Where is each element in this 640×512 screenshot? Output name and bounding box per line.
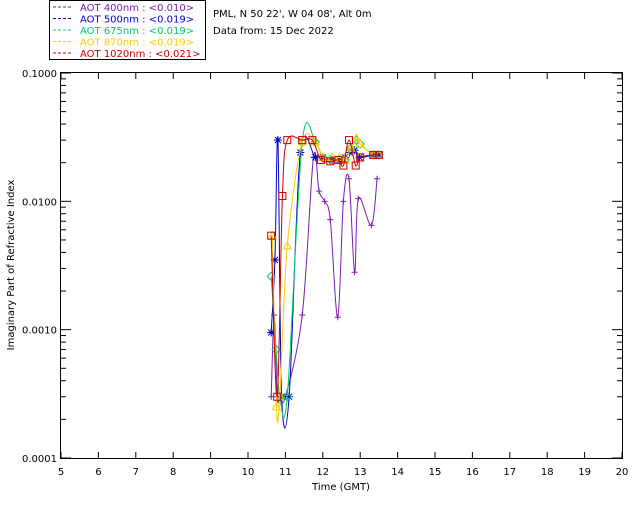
data-point xyxy=(298,136,307,145)
data-point xyxy=(274,391,285,401)
legend-label: AOT 675nm : <0.019> xyxy=(80,26,194,37)
date-label: Data from: 15 Dec 2022 xyxy=(213,26,334,37)
x-tick-label: 15 xyxy=(429,467,442,478)
data-point xyxy=(285,392,294,401)
data-point xyxy=(267,328,276,337)
data-point xyxy=(267,231,276,240)
y-tick-label: 0.0100 xyxy=(22,197,57,208)
legend-label: AOT 870nm : <0.019> xyxy=(80,38,194,49)
x-tick-label: 9 xyxy=(207,467,213,478)
data-point xyxy=(351,161,360,170)
data-point xyxy=(339,161,348,170)
data-point xyxy=(283,136,292,145)
data-point xyxy=(327,216,334,223)
series-line xyxy=(270,122,379,418)
data-point xyxy=(344,136,353,145)
data-point xyxy=(266,271,276,282)
x-tick-label: 16 xyxy=(466,467,479,478)
data-point xyxy=(374,175,381,182)
legend-box xyxy=(49,0,206,60)
x-tick-label: 17 xyxy=(503,467,516,478)
data-point xyxy=(356,153,365,162)
data-point xyxy=(340,154,351,164)
data-point xyxy=(282,392,292,402)
data-point xyxy=(334,155,343,164)
data-point xyxy=(369,150,378,159)
x-tick-label: 14 xyxy=(391,467,404,478)
y-axis: 0.0001 0.0010 0.0100 0.1000 xyxy=(22,69,622,465)
plot-frame xyxy=(60,72,623,459)
series xyxy=(266,122,384,418)
x-tick-label: 13 xyxy=(354,467,367,478)
x-axis-title: Time (GMT) xyxy=(311,482,370,493)
y-tick-label: 0.0010 xyxy=(22,326,57,337)
data-point xyxy=(278,192,287,201)
data-point xyxy=(297,137,307,147)
data-point xyxy=(355,195,362,202)
y-axis-title: Imaginary Part of Refractive Index xyxy=(6,180,17,351)
data-point xyxy=(299,312,306,319)
x-axis: 5 6 7 8 9 10 11 12 13 14 15 16 17 18 19 20 xyxy=(58,73,629,478)
site-label: PML, N 50 22', W 04 08', Alt 0m xyxy=(213,9,372,20)
data-point xyxy=(273,392,282,401)
data-point xyxy=(273,136,282,145)
series-layer xyxy=(266,122,384,429)
x-tick-label: 6 xyxy=(95,467,101,478)
series xyxy=(267,135,383,401)
y-tick-label: 0.0001 xyxy=(22,454,57,465)
x-tick-label: 5 xyxy=(58,467,64,478)
x-tick-label: 19 xyxy=(578,467,591,478)
data-point xyxy=(368,222,375,229)
legend-label: AOT 400nm : <0.010> xyxy=(80,3,194,14)
data-point xyxy=(355,138,366,148)
data-point xyxy=(327,152,338,161)
series xyxy=(267,133,384,424)
data-point xyxy=(345,143,356,152)
x-tick-label: 10 xyxy=(242,467,255,478)
data-point xyxy=(345,148,354,157)
data-point xyxy=(296,148,305,157)
data-point xyxy=(374,150,383,159)
data-point xyxy=(321,198,328,205)
x-tick-label: 8 xyxy=(170,467,176,478)
data-point xyxy=(351,269,358,276)
data-point xyxy=(340,198,347,205)
legend: AOT 400nm : <0.010>AOT 500nm : <0.019>AO… xyxy=(49,0,206,60)
data-point xyxy=(346,143,356,153)
data-point xyxy=(355,139,365,149)
x-tick-label: 20 xyxy=(616,467,629,478)
data-point xyxy=(271,401,282,411)
series-line xyxy=(270,135,379,398)
series-line xyxy=(270,151,378,404)
data-point xyxy=(270,255,279,264)
data-point xyxy=(297,136,308,146)
x-tick-label: 7 xyxy=(133,467,139,478)
data-point xyxy=(351,133,362,142)
data-point xyxy=(282,240,293,250)
data-point xyxy=(316,155,325,164)
data-point xyxy=(311,153,320,162)
series-line xyxy=(271,133,379,424)
x-tick-label: 12 xyxy=(316,467,329,478)
y-tick-label: 0.1000 xyxy=(22,69,57,80)
data-point xyxy=(334,314,341,321)
legend-label: AOT 1020nm : <0.021> xyxy=(80,49,200,60)
x-tick-label: 18 xyxy=(541,467,554,478)
data-point xyxy=(316,188,323,195)
x-tick-label: 11 xyxy=(279,467,292,478)
data-point xyxy=(374,150,384,160)
data-point xyxy=(345,175,352,182)
data-point xyxy=(308,136,317,145)
data-point xyxy=(326,157,335,166)
legend-label: AOT 500nm : <0.019> xyxy=(80,15,194,26)
series-line xyxy=(270,135,379,429)
